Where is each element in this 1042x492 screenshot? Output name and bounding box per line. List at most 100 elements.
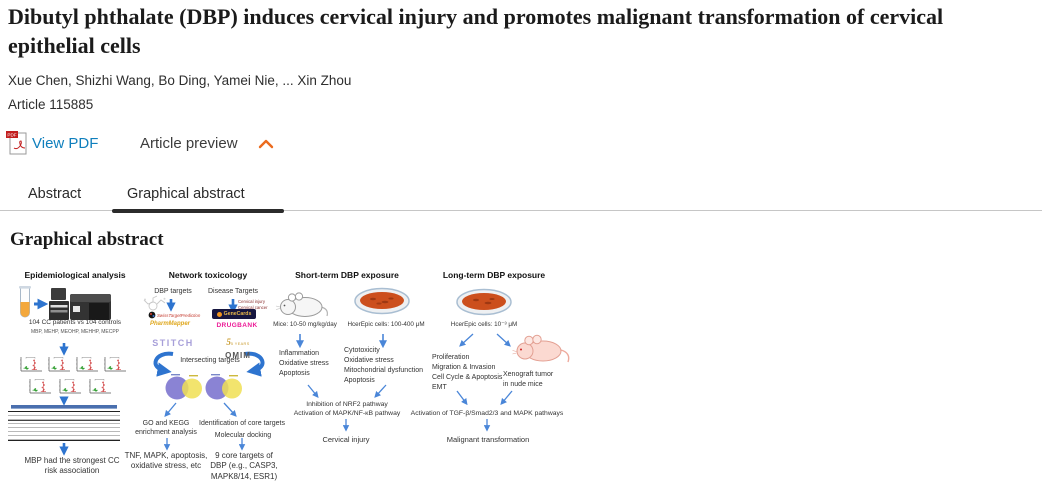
dbp-molecule-sketch	[143, 295, 166, 311]
swisstarget-logo-label: SwissTargetPrediction	[157, 312, 201, 318]
mouse-icon	[275, 292, 328, 317]
conclusion-line: risk association	[44, 466, 100, 476]
effect-item: EMT	[432, 384, 447, 392]
cells-dose-short-label: HcerEpic cells: 100-400 μM	[347, 321, 425, 328]
table-title-bar	[11, 405, 117, 409]
col-heading-epidemiology: Epidemiological analysis	[24, 270, 126, 280]
venn-diagram-2	[205, 374, 242, 400]
col-heading-long-term: Long-term DBP exposure	[442, 270, 546, 280]
petri-dish-short-term-icon	[354, 287, 410, 315]
go-kegg-line: GO and KEGG	[142, 420, 190, 427]
arrow-lt-left	[459, 333, 474, 347]
go-result-label: TNF, MAPK, apoptosis, oxidative stress, …	[119, 451, 213, 472]
arrow-converge-right-st	[374, 384, 387, 398]
xenograft-label: Xenograft tumor in nude mice	[503, 370, 565, 390]
core-result-line: 9 core targets of	[215, 451, 273, 460]
xenograft-line: Xenograft tumor	[503, 371, 554, 378]
active-tab-underline	[112, 209, 284, 213]
disease-sub-cancer: Cervical cancer	[238, 304, 268, 310]
petri-dish-long-term-icon	[456, 288, 512, 316]
chevron-up-icon[interactable]	[258, 139, 274, 149]
pharmmapper-logo: PharmMapper	[149, 321, 190, 327]
article-title: Dibutyl phthalate (DBP) induces cervical…	[8, 4, 944, 58]
cervical-injury-outcome: Cervical injury	[322, 435, 370, 444]
effect-item: Cytotoxicity	[344, 347, 380, 354]
omim-logo: 55 YEARS OMIM	[217, 331, 259, 360]
graphical-abstract-figure[interactable]: Epidemiological analysis 104 CC patients…	[5, 268, 580, 490]
mice-dose-label: Mice: 10-50 mg/kg/day	[273, 321, 337, 328]
go-result-line: TNF, MAPK, apoptosis,	[124, 451, 208, 460]
pdf-icon[interactable]: PDF	[6, 131, 28, 155]
go-result-line: oxidative stress, etc	[130, 461, 202, 471]
cell-effects-long-list: Proliferation Migration & Invasion Cell …	[432, 353, 510, 394]
article-number: Article 115885	[8, 97, 94, 112]
arrow-to-go-kegg	[164, 402, 177, 417]
cells-dose-long-label: HcerEpic cells: 10⁻³ μM	[450, 321, 518, 328]
go-kegg-line: enrichment analysis	[135, 429, 197, 437]
test-tube-icon	[19, 286, 31, 318]
tab-graphical-abstract[interactable]: Graphical abstract	[127, 186, 245, 202]
effect-item: Cell Cycle & Apoptosis	[432, 374, 503, 382]
tab-abstract[interactable]: Abstract	[28, 186, 82, 202]
effect-item: Mitochondrial dysfunction	[344, 367, 423, 375]
nude-mouse-icon	[512, 334, 570, 363]
dbp-targets-label: DBP targets	[154, 288, 192, 295]
intersecting-targets-label: Intersecting targets	[180, 357, 240, 364]
genecards-logo: GeneCards	[212, 309, 256, 319]
effect-item: Apoptosis	[279, 370, 310, 378]
epidemiology-conclusion: MBP had the strongest CC risk associatio…	[7, 456, 137, 477]
conclusion-line: MBP had the strongest CC	[24, 456, 120, 465]
arrow-to-core-targets	[223, 402, 237, 417]
figure-artwork	[19, 286, 570, 456]
col-heading-network: Network toxicology	[168, 270, 248, 280]
arrow-converge-left-st	[307, 384, 319, 399]
tab-bar: Abstract Graphical abstract	[0, 183, 1042, 213]
arrow-converge-right-lt	[500, 390, 513, 405]
venn-diagram-1	[165, 374, 202, 400]
col-heading-short-term: Short-term DBP exposure	[295, 270, 399, 280]
long-term-pathway-label: Activation of TGF-β/Smad2/3 and MAPK pat…	[410, 410, 564, 417]
molecular-docking-label: Molecular docking	[214, 432, 272, 439]
genecards-icon	[216, 311, 222, 317]
association-table	[8, 405, 120, 441]
tabs-rule	[0, 210, 1042, 211]
stitch-logo: STITCH	[152, 338, 194, 348]
core-result-line: MAPK8/14, ESR1)	[210, 471, 278, 481]
malignant-transformation-outcome: Malignant transformation	[446, 435, 530, 444]
mass-spectrometer-icon	[49, 288, 111, 320]
article-preview-toggle[interactable]: Article preview	[140, 135, 238, 152]
effect-item: Migration & Invasion	[432, 364, 496, 372]
genecards-label: GeneCards	[223, 311, 252, 317]
effect-item: Apoptosis	[344, 377, 375, 385]
effect-item: Inflammation	[279, 350, 320, 357]
xenograft-line: in nude mice	[503, 381, 543, 389]
omim-badge-label: 5 YEARS	[230, 342, 250, 346]
pdf-badge-label: PDF	[7, 132, 16, 137]
swisstarget-logo-icon	[148, 311, 156, 319]
pathway-line: Inhibition of NRF2 pathway	[306, 401, 388, 408]
curved-arrow-left	[153, 351, 174, 377]
disease-sub-injury: Cervical injury	[238, 299, 265, 304]
core-result-label: 9 core targets of DBP (e.g., CASP3, MAPK…	[204, 451, 284, 482]
arrow-converge-left-lt	[456, 390, 468, 406]
table-body	[8, 410, 120, 441]
disease-targets-label: Disease Targets	[207, 288, 259, 295]
view-pdf-link[interactable]: View PDF	[32, 135, 99, 152]
mice-effects-list: Inflammation Oxidative stress Apoptosis	[279, 349, 341, 379]
drugbank-logo: DRUGBANK	[216, 322, 258, 329]
short-term-pathway-label: Inhibition of NRF2 pathway Activation of…	[283, 401, 411, 419]
cohort-label: 104 CC patients vs 104 controls	[28, 319, 122, 326]
cell-effects-short-list: Cytotoxicity Oxidative stress Mitochondr…	[344, 346, 430, 387]
effect-item: Oxidative stress	[344, 357, 394, 365]
core-result-line: DBP (e.g., CASP3,	[210, 461, 278, 471]
effect-item: Proliferation	[432, 354, 470, 361]
go-kegg-label: GO and KEGG enrichment analysis	[131, 419, 201, 437]
omim-label: OMIM	[225, 350, 251, 360]
curved-arrow-right	[244, 351, 265, 377]
core-targets-label: Identification of core targets	[199, 420, 285, 427]
effect-item: Oxidative stress	[279, 360, 329, 368]
metabolites-label: MBP, MEHP, MEOHP, MEHHP, MECPP	[31, 329, 119, 335]
section-heading: Graphical abstract	[10, 229, 164, 250]
arrow-lt-right	[496, 333, 511, 347]
